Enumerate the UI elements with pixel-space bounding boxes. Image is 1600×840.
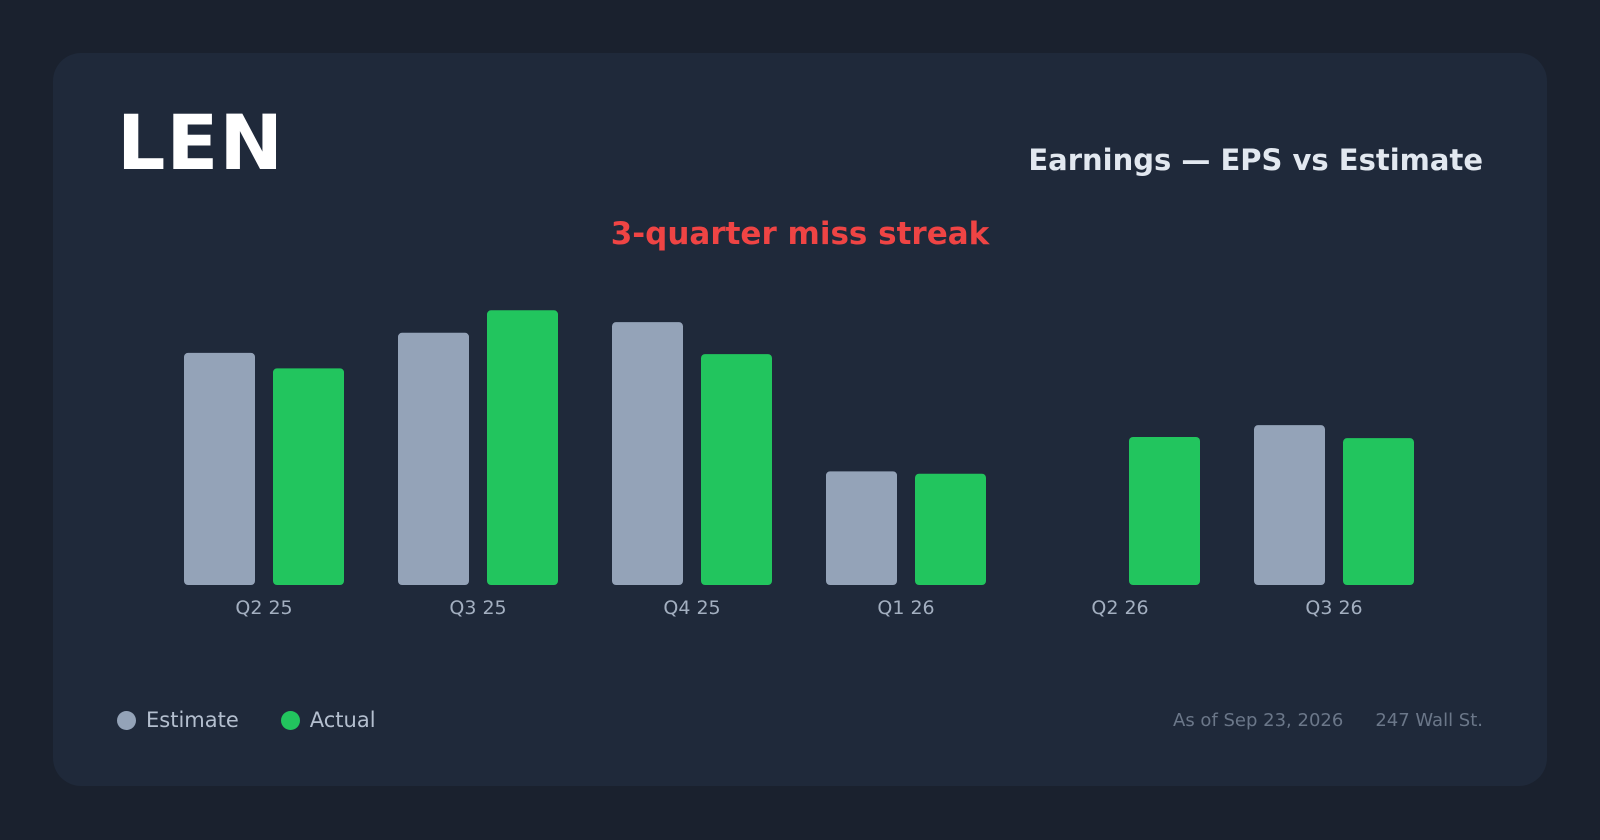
chart-subtitle: Earnings — EPS vs Estimate: [1028, 143, 1483, 177]
bar-estimate-q2-25: [184, 352, 255, 585]
x-tick-label: Q4 25: [663, 597, 720, 619]
bar-estimate-q1-26: [826, 471, 897, 585]
x-tick-label: Q2 26: [1091, 597, 1148, 619]
legend-item-estimate: Estimate: [117, 708, 239, 732]
x-tick-label: Q2 25: [235, 597, 292, 619]
bar-actual-q3-25: [487, 310, 558, 585]
eps-bar-chart: Q2 25 Q3 25 Q4 25 Q1 26 Q2 26 Q3 26: [184, 310, 1414, 619]
source-label: 247 Wall St.: [1375, 710, 1483, 731]
legend: Estimate Actual: [117, 708, 418, 732]
bar-actual-q3-26: [1343, 438, 1414, 585]
bar-actual-q2-25: [273, 368, 344, 585]
bar-actual-q4-25: [701, 354, 772, 585]
bar-actual-q2-26: [1129, 437, 1200, 585]
x-tick-label: Q3 25: [449, 597, 506, 619]
as-of-date: As of Sep 23, 2026: [1173, 710, 1344, 731]
legend-item-actual: Actual: [280, 708, 376, 732]
bar-estimate-q3-26: [1254, 425, 1325, 585]
x-tick-label: Q1 26: [877, 597, 934, 619]
ticker-title: LEN: [117, 98, 284, 187]
legend-label-estimate: Estimate: [146, 708, 239, 732]
legend-swatch-estimate: [117, 710, 136, 730]
miss-streak-headline: 3-quarter miss streak: [610, 216, 990, 252]
chart-card: LEN Earnings — EPS vs Estimate 3-quarter…: [53, 53, 1547, 786]
bar-actual-q1-26: [915, 473, 986, 585]
bar-estimate-q3-25: [398, 332, 469, 585]
bar-estimate-q4-25: [612, 322, 683, 585]
legend-label-actual: Actual: [309, 708, 376, 732]
x-tick-label: Q3 26: [1305, 597, 1362, 619]
legend-swatch-actual: [280, 710, 300, 730]
footer: As of Sep 23, 2026 247 Wall St.: [1173, 710, 1483, 731]
